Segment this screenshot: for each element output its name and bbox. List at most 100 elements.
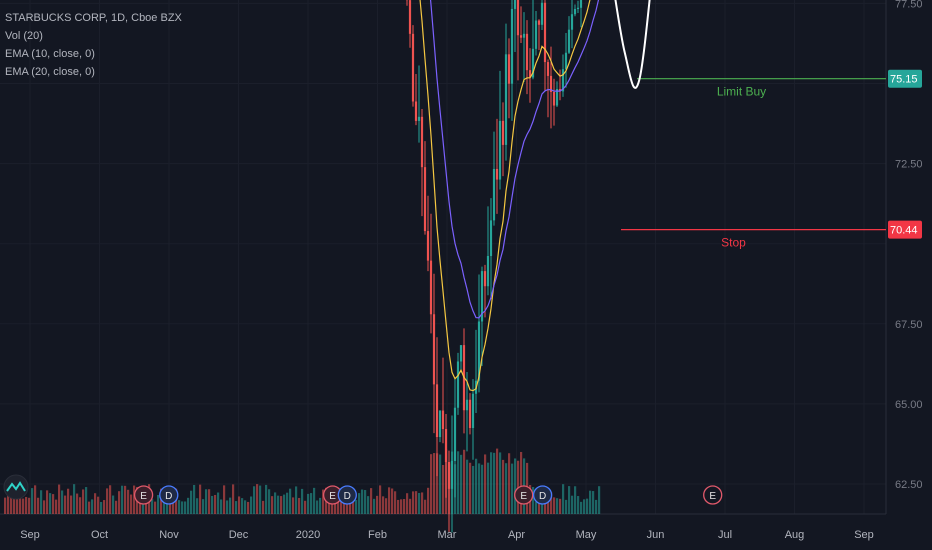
volume-bar <box>418 492 421 514</box>
candle-body <box>444 429 448 463</box>
volume-bar <box>286 492 289 514</box>
volume-bar <box>226 500 229 514</box>
candle-body <box>570 14 574 30</box>
volume-bar <box>121 485 124 514</box>
volume-bar <box>487 462 490 514</box>
event-marker-label: D <box>165 491 172 502</box>
candle-body <box>546 62 550 76</box>
legend-ema20[interactable]: EMA (20, close, 0) <box>5 66 95 78</box>
price-badge <box>888 69 922 88</box>
volume-bar <box>217 492 220 514</box>
volume-bar <box>253 486 256 514</box>
volume-bar <box>394 491 397 514</box>
volume-bar <box>412 491 415 514</box>
volume-bar <box>67 488 70 514</box>
volume-bar <box>223 485 226 514</box>
volume-bar <box>304 500 307 514</box>
candle-body <box>531 48 535 78</box>
volume-bar <box>208 489 211 514</box>
volume-bar <box>109 485 112 514</box>
candle-body <box>480 271 484 322</box>
candle-body <box>507 54 511 84</box>
volume-bar <box>91 499 94 514</box>
volume-bar <box>10 487 13 514</box>
volume-bar <box>163 494 166 514</box>
candle-body <box>495 168 499 180</box>
volume-bar <box>385 498 388 514</box>
legend-ema10[interactable]: EMA (10, close, 0) <box>5 48 95 60</box>
volume-bar <box>181 501 184 514</box>
volume-bar <box>403 499 406 514</box>
volume-bar <box>76 493 79 514</box>
volume-bar <box>241 498 244 514</box>
volume-bar <box>337 497 340 514</box>
volume-bar <box>130 494 133 514</box>
volume-bar <box>355 499 358 514</box>
volume-bar <box>124 485 127 514</box>
candle-body <box>579 0 583 8</box>
time-tick-label: Sep <box>20 529 40 541</box>
legend-volume[interactable]: Vol (20) <box>5 30 43 42</box>
time-tick-label: Sep <box>854 529 874 541</box>
volume-bar <box>430 454 433 514</box>
volume-bar <box>16 493 19 514</box>
ema20-line <box>429 0 600 319</box>
candle-body <box>429 260 433 315</box>
volume-bar <box>295 486 298 514</box>
time-tick-label: Jun <box>647 529 665 541</box>
volume-bar <box>4 497 7 514</box>
volume-bar <box>427 487 430 514</box>
volume-bar <box>433 453 436 514</box>
volume-bar <box>397 499 400 514</box>
volume-bar <box>13 497 16 514</box>
volume-bar <box>514 458 517 514</box>
time-tick-label: Apr <box>508 529 525 541</box>
volume-bar <box>259 485 262 514</box>
candle-body <box>552 91 556 106</box>
volume-bar <box>463 449 466 514</box>
volume-bar <box>52 494 55 514</box>
candle-body <box>492 168 496 221</box>
time-tick-label: Aug <box>785 529 805 541</box>
volume-bar <box>457 451 460 514</box>
volume-bar <box>535 501 538 514</box>
volume-bar <box>262 500 265 514</box>
volume-bar <box>547 493 550 514</box>
volume-bar <box>379 485 382 514</box>
event-marker <box>514 485 534 505</box>
candle-body <box>558 89 562 92</box>
volume-bar <box>79 497 82 514</box>
volume-bar <box>151 498 154 514</box>
volume-bar <box>265 484 268 514</box>
volume-bar <box>82 489 85 514</box>
volume-bar <box>274 492 277 514</box>
volume-bar <box>49 493 52 514</box>
candle-body <box>465 399 469 411</box>
volume-bar <box>406 493 409 514</box>
volume-bar <box>205 489 208 514</box>
volume-bar <box>358 493 361 514</box>
candle-body <box>525 33 529 71</box>
volume-bar <box>316 500 319 514</box>
volume-bar <box>292 497 295 514</box>
volume-bar <box>238 496 241 514</box>
candle-body <box>510 8 514 84</box>
volume-bar <box>367 496 370 514</box>
price-badge-label: 75.15 <box>890 74 918 86</box>
legend-symbol[interactable]: STARBUCKS CORP, 1D, Cboe BZX <box>5 12 182 24</box>
volume-bar <box>310 493 313 514</box>
event-marker-label: E <box>140 491 147 502</box>
volume-bar <box>289 488 292 514</box>
price-tick-label: 62.50 <box>895 479 923 491</box>
price-tick-label: 72.50 <box>895 159 923 171</box>
volume-bar <box>481 464 484 514</box>
volume-bar <box>103 500 106 514</box>
volume-bar <box>556 498 559 514</box>
volume-bar <box>112 495 115 514</box>
price-tick-label: 67.50 <box>895 319 923 331</box>
candle-body <box>471 393 475 428</box>
event-marker <box>532 485 553 505</box>
volume-bar <box>574 486 577 514</box>
volume-bar <box>439 454 442 514</box>
